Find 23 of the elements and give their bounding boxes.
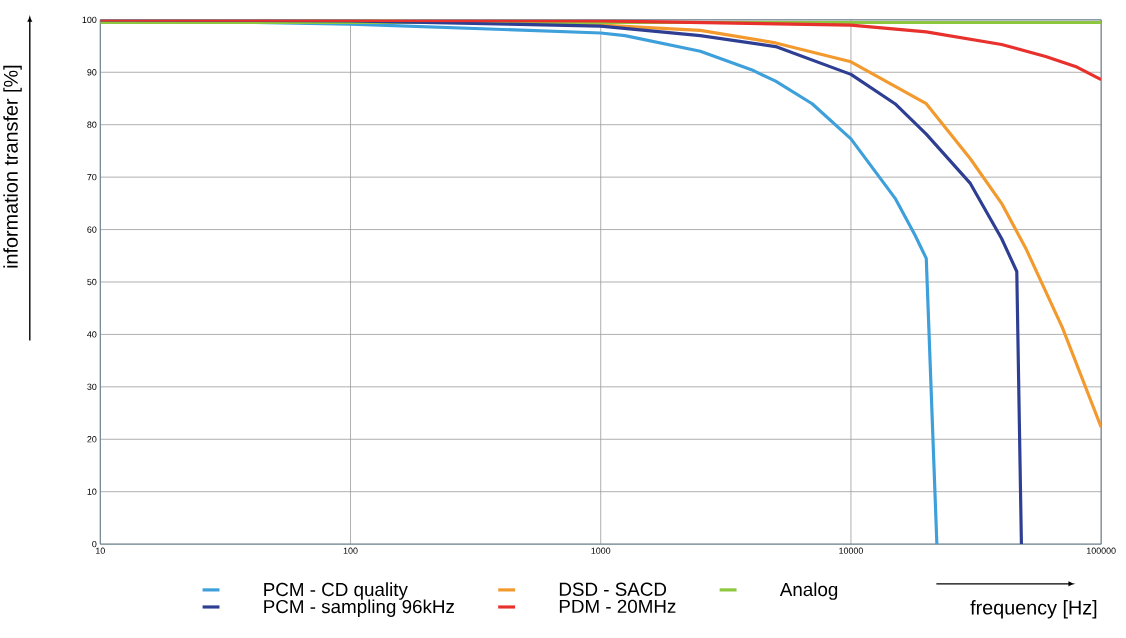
y-axis-title: information transfer [%] (3, 65, 22, 268)
y-tick-label: 20 (87, 435, 97, 443)
legend-label: PCM - sampling 96kHz (264, 599, 454, 617)
y-tick-label: 30 (87, 383, 97, 390)
legend-label: DSD - SACD (559, 582, 667, 596)
x-axis-title: frequency [Hz] (970, 599, 1097, 619)
x-tick-label: 100 (343, 547, 358, 554)
y-tick-label: 90 (87, 68, 97, 76)
legend-label: PDM - 20MHz (559, 599, 676, 613)
y-tick-label: 100 (82, 16, 97, 23)
x-tick-label: 10 (96, 547, 105, 554)
x-tick-label: 1000 (591, 547, 611, 554)
x-tick-label: 10000 (839, 547, 863, 554)
y-tick-label: 10 (87, 488, 97, 495)
legend-label: Analog (779, 582, 838, 600)
y-tick-label: 80 (87, 121, 97, 128)
x-tick-label: 100000 (1086, 547, 1116, 554)
y-tick-label: 50 (87, 278, 97, 285)
legend-label: PCM - CD quality (264, 582, 408, 600)
y-tick-label: 40 (87, 331, 97, 338)
y-tick-label: 70 (87, 173, 97, 181)
y-tick-label: 0 (92, 540, 97, 548)
y-tick-label: 60 (87, 226, 97, 233)
